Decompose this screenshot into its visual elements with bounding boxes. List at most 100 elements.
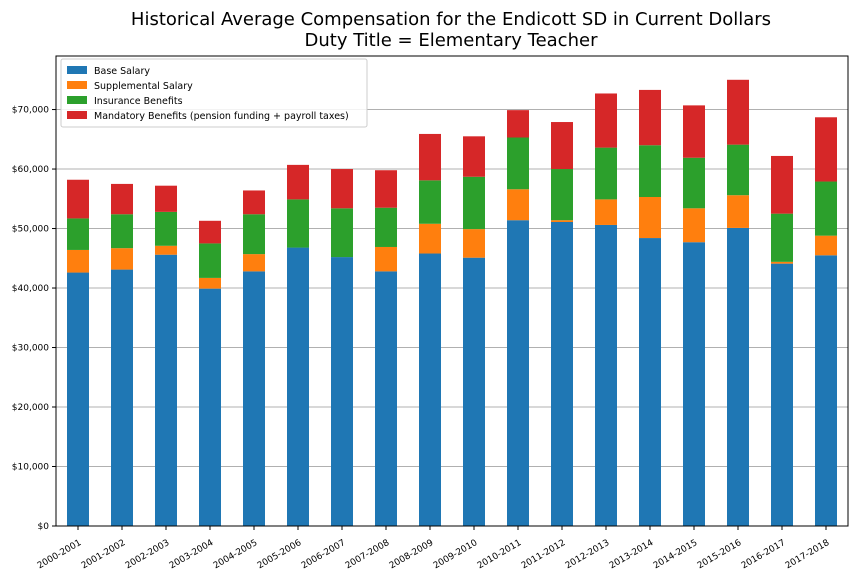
chart-title: Historical Average Compensation for the … <box>131 9 771 30</box>
bar-segment-supplemental-salary <box>243 254 265 272</box>
bar-segment-base-salary <box>199 288 221 526</box>
bar-segment-insurance-benefits <box>639 145 661 197</box>
y-axis: $0 $10,000 $20,000 $30,000 $40,000 $50,000 $60… <box>12 106 56 532</box>
bar-segment-base-salary <box>67 272 89 526</box>
bar-segment-base-salary <box>287 247 309 526</box>
bar-segment-base-salary <box>375 271 397 526</box>
bar-segment-mandatory-benefits-pension-funding-payroll-taxes <box>507 110 529 138</box>
bar-segment-base-salary <box>595 224 617 526</box>
bar-segment-supplemental-salary <box>771 261 793 264</box>
bar-segment-mandatory-benefits-pension-funding-payroll-taxes <box>67 179 89 219</box>
legend: Base Salary Supplemental Salary Insurance … <box>60 58 368 128</box>
bar-segment-base-salary <box>683 242 705 526</box>
plot-frame <box>55 55 849 527</box>
bar-segment-insurance-benefits <box>507 137 529 190</box>
bar-segment-supplemental-salary <box>595 199 617 225</box>
bar-segment-base-salary <box>815 255 837 526</box>
bar-segment-supplemental-salary <box>463 229 485 258</box>
bar-segment-mandatory-benefits-pension-funding-payroll-taxes <box>595 93 617 148</box>
bar-segment-mandatory-benefits-pension-funding-payroll-taxes <box>683 105 705 158</box>
x-tick-label: 2017-2018 <box>784 538 832 571</box>
bar-segment-insurance-benefits <box>727 144 749 196</box>
x-tick-label: 2015-2016 <box>696 538 744 571</box>
bar-segment-mandatory-benefits-pension-funding-payroll-taxes <box>155 185 177 212</box>
legend-label: Insurance Benefits <box>94 96 183 107</box>
x-tick-label: 2004-2005 <box>212 538 259 571</box>
bar-segment-mandatory-benefits-pension-funding-payroll-taxes <box>463 136 485 177</box>
bar-segment-base-salary <box>331 257 353 526</box>
bar-segment-base-salary <box>727 227 749 526</box>
bar-segment-insurance-benefits <box>243 214 265 255</box>
x-tick-label: 2000-2001 <box>36 538 83 571</box>
bar-segment-insurance-benefits <box>815 181 837 236</box>
y-tick-label: $0 <box>38 522 50 532</box>
bar-segment-supplemental-salary <box>375 246 397 272</box>
bar-segment-supplemental-salary <box>639 197 661 239</box>
x-tick-label: 2010-2011 <box>476 538 523 571</box>
x-tick-label: 2008-2009 <box>388 538 436 571</box>
bar-segment-base-salary <box>551 221 573 526</box>
legend-label: Supplemental Salary <box>94 81 193 92</box>
bar-segment-mandatory-benefits-pension-funding-payroll-taxes <box>199 220 221 244</box>
y-tick-label: $70,000 <box>12 106 49 116</box>
bar-segment-insurance-benefits <box>199 243 221 278</box>
bar-segment-mandatory-benefits-pension-funding-payroll-taxes <box>287 164 309 200</box>
legend-box <box>60 58 368 128</box>
x-tick-label: 2009-2010 <box>432 538 480 571</box>
bar-segment-base-salary <box>639 238 661 526</box>
legend-swatch <box>67 96 87 104</box>
bar-segment-mandatory-benefits-pension-funding-payroll-taxes <box>375 170 397 208</box>
bar-segment-insurance-benefits <box>551 169 573 221</box>
bar-segment-base-salary <box>419 253 441 526</box>
bar-segment-base-salary <box>771 263 793 526</box>
y-tick-label: $30,000 <box>12 344 49 354</box>
y-tick-label: $10,000 <box>12 463 49 473</box>
y-tick-label: $60,000 <box>12 165 49 175</box>
y-tick-label: $20,000 <box>12 403 49 413</box>
bar-segment-insurance-benefits <box>111 214 133 249</box>
bar-segment-insurance-benefits <box>771 213 793 262</box>
legend-swatch <box>67 111 87 119</box>
x-tick-label: 2002-2003 <box>124 538 171 571</box>
x-tick-label: 2001-2002 <box>80 538 127 571</box>
bar-segment-supplemental-salary <box>155 245 177 255</box>
x-tick-label: 2005-2006 <box>256 538 304 571</box>
bar-segment-mandatory-benefits-pension-funding-payroll-taxes <box>771 155 793 214</box>
bar-segment-base-salary <box>155 254 177 526</box>
bar-segment-insurance-benefits <box>287 199 309 248</box>
x-tick-label: 2014-2015 <box>652 538 699 571</box>
bar-segment-insurance-benefits <box>683 157 705 209</box>
bar-segment-insurance-benefits <box>67 218 89 250</box>
x-tick-label: 2006-2007 <box>300 538 347 571</box>
bar-segment-insurance-benefits <box>155 211 177 246</box>
legend-label: Base Salary <box>94 66 150 77</box>
x-tick-label: 2013-2014 <box>608 538 656 571</box>
x-tick-label: 2016-2017 <box>740 538 787 571</box>
bar-segment-mandatory-benefits-pension-funding-payroll-taxes <box>243 190 265 215</box>
bar-segment-mandatory-benefits-pension-funding-payroll-taxes <box>419 133 441 181</box>
bar-segment-insurance-benefits <box>463 176 485 230</box>
chart-subtitle: Duty Title = Elementary Teacher <box>305 30 599 51</box>
bar-segment-insurance-benefits <box>375 207 397 247</box>
bar-segment-base-salary <box>463 257 485 526</box>
bar-segment-supplemental-salary <box>199 277 221 289</box>
bar-segment-base-salary <box>243 271 265 526</box>
y-tick-label: $50,000 <box>12 225 49 235</box>
bars <box>67 79 837 527</box>
bar-segment-mandatory-benefits-pension-funding-payroll-taxes <box>331 169 353 209</box>
bar-segment-supplemental-salary <box>419 223 441 254</box>
bar-segment-supplemental-salary <box>111 248 133 270</box>
legend-swatch <box>67 81 87 89</box>
bar-segment-insurance-benefits <box>419 180 441 224</box>
x-axis: 2000-20012001-20022002-20032003-20042004… <box>36 526 832 571</box>
bar-segment-base-salary <box>507 220 529 527</box>
x-tick-label: 2012-2013 <box>564 538 611 571</box>
bar-segment-mandatory-benefits-pension-funding-payroll-taxes <box>727 79 749 145</box>
bar-segment-supplemental-salary <box>727 195 749 228</box>
bar-segment-mandatory-benefits-pension-funding-payroll-taxes <box>639 89 661 146</box>
y-tick-label: $40,000 <box>12 284 49 294</box>
bar-segment-mandatory-benefits-pension-funding-payroll-taxes <box>815 117 837 182</box>
legend-label: Mandatory Benefits (pension funding + pa… <box>94 111 349 122</box>
bar-segment-supplemental-salary <box>815 235 837 256</box>
